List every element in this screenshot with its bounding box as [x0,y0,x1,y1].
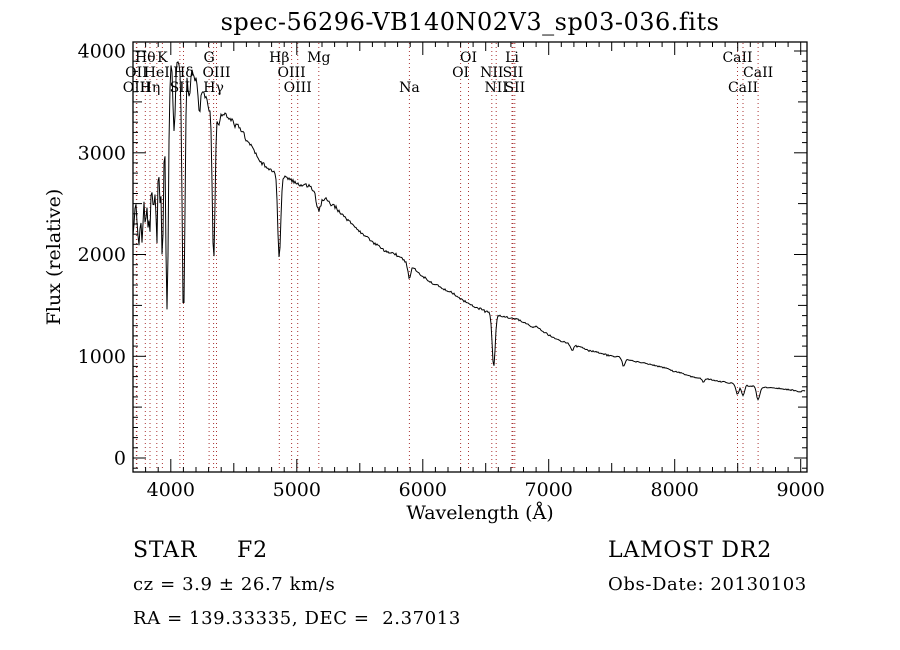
spectral-line-markers [135,43,759,471]
line-label: OIII [284,80,312,96]
line-label: G [204,50,215,66]
y-tick-labels: 0 1000 2000 3000 4000 [78,41,126,470]
y-axis-label: Flux (relative) [43,188,65,326]
cz-value: cz = 3.9 ± 26.7 km/s [133,574,336,595]
line-label: OIII [202,65,230,81]
x-tick-labels: 4000 5000 6000 7000 8000 9000 [147,479,825,501]
line-label: Hθ [135,50,156,66]
line-label: NII [485,80,508,96]
survey-label: LAMOST DR2 [608,538,772,563]
x-tick-label: 9000 [777,479,825,501]
obs-date: Obs-Date: 20130103 [608,574,807,595]
y-tick-label: 0 [114,448,126,470]
line-label: Mg [307,50,330,66]
x-tick-label: 4000 [147,479,195,501]
line-label: K [157,50,168,66]
line-label: OI [452,65,469,81]
line-label: Hη [140,80,161,96]
x-tick-label: 5000 [273,479,321,501]
x-tick-label: 8000 [651,479,699,501]
subclass-label: F2 [237,538,268,563]
line-label: CaII [722,50,752,66]
line-label: CaII [743,65,773,81]
class-label: STAR [133,538,198,563]
line-label: NII [480,65,503,81]
x-axis-label: Wavelength (Å) [406,502,554,524]
x-tick-label: 7000 [525,479,573,501]
y-tick-label: 4000 [78,41,126,63]
line-label: HeI [144,65,170,81]
line-label: Na [399,80,420,96]
line-label: Hδ [173,65,194,81]
line-label: Hγ [203,80,224,96]
x-tick-label: 6000 [399,479,447,501]
line-label: OIII [123,80,151,96]
axis-frame [132,41,808,473]
line-label: Li [505,50,519,66]
plot-title: spec-56296-VB140N02V3_sp03-036.fits [220,8,720,36]
y-tick-label: 1000 [78,346,126,368]
line-label: OIII [278,65,306,81]
line-label: Hβ [269,50,289,66]
line-label: OI [460,50,477,66]
ra-dec-value: RA = 139.33335, DEC = 2.37013 [133,608,461,629]
line-label: SII [503,65,524,81]
y-tick-label: 2000 [78,244,126,266]
spectrum-trace [132,61,806,401]
line-label: SII [504,80,525,96]
line-label: CaII [728,80,758,96]
line-label: OII [125,65,148,81]
axis-ticks [133,42,807,472]
y-tick-label: 3000 [78,142,126,164]
